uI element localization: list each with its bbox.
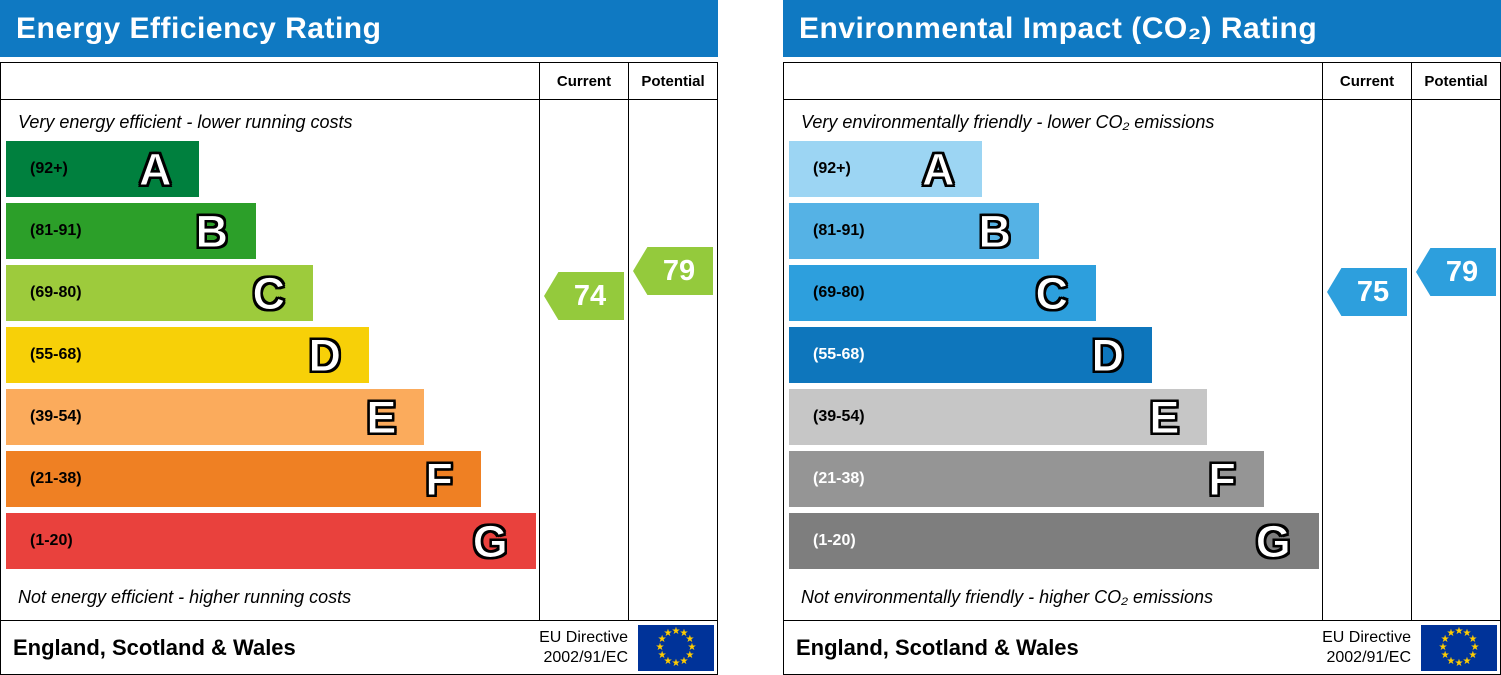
rating-band: (81-91) B — [789, 203, 1039, 259]
current-rating-arrow: 74 — [544, 272, 624, 320]
environmental-impact-chart: Environmental Impact (CO₂) Rating Curren… — [783, 0, 1501, 675]
band-range-label: (1-20) — [30, 532, 73, 549]
current-rating-value: 74 — [573, 279, 607, 312]
chart-footer: England, Scotland & Wales EU Directive 2… — [1, 620, 717, 674]
band-letter: E — [366, 391, 397, 443]
band-letter: G — [472, 515, 508, 567]
band-range-label: (21-38) — [813, 470, 865, 487]
potential-rating-arrow: 79 — [1416, 248, 1496, 296]
potential-rating-value: 79 — [1445, 255, 1479, 288]
band-range-label: (55-68) — [30, 346, 82, 363]
chart-title: Environmental Impact (CO₂) Rating — [783, 0, 1501, 57]
rating-band: (21-38) F — [6, 451, 481, 507]
potential-rating-arrow: 79 — [633, 247, 713, 295]
chart-body: Very environmentally friendly - lower CO… — [784, 100, 1500, 620]
band-letter: B — [978, 205, 1011, 257]
band-range-label: (69-80) — [30, 284, 82, 301]
band-letter: A — [921, 143, 955, 195]
current-column-header: Current — [539, 63, 628, 99]
band-letter: D — [1091, 329, 1124, 381]
header-spacer — [1, 63, 539, 99]
rating-band: (39-54) E — [789, 389, 1208, 445]
chart-footer: England, Scotland & Wales EU Directive 2… — [784, 620, 1500, 674]
band-range-label: (1-20) — [813, 532, 856, 549]
potential-column: 79 — [628, 100, 717, 620]
band-range-label: (21-38) — [30, 470, 82, 487]
eu-directive-label: EU Directive 2002/91/EC — [539, 628, 638, 668]
band-range-label: (55-68) — [813, 346, 865, 363]
bottom-note: Not energy efficient - higher running co… — [18, 587, 352, 607]
top-note: Very energy efficient - lower running co… — [18, 112, 353, 132]
rating-band: (92+) A — [6, 141, 200, 197]
band-letter: A — [138, 143, 172, 195]
rating-band: (39-54) E — [6, 389, 425, 445]
band-letter: F — [425, 453, 453, 505]
potential-rating-value: 79 — [662, 254, 696, 287]
rating-band: (69-80) C — [6, 265, 313, 321]
rating-table: Current Potential Very environmentally f… — [783, 62, 1501, 675]
band-letter: D — [308, 329, 341, 381]
rating-band: (92+) A — [789, 141, 983, 197]
band-range-label: (39-54) — [813, 408, 865, 425]
potential-column-header: Potential — [628, 63, 717, 99]
rating-table: Current Potential Very energy efficient … — [0, 62, 718, 675]
eu-directive-label: EU Directive 2002/91/EC — [1322, 628, 1421, 668]
current-rating-value: 75 — [1356, 275, 1390, 308]
eu-directive-line1: EU Directive — [539, 628, 628, 646]
band-letter: E — [1149, 391, 1180, 443]
band-letter: F — [1208, 453, 1236, 505]
rating-band: (69-80) C — [789, 265, 1096, 321]
rating-band: (55-68) D — [789, 327, 1152, 383]
bottom-note: Not environmentally friendly - higher CO… — [801, 587, 1214, 607]
band-area: Very environmentally friendly - lower CO… — [784, 100, 1322, 620]
current-column: 75 — [1322, 100, 1411, 620]
region-label: England, Scotland & Wales — [796, 634, 1079, 660]
rating-band: (1-20) G — [789, 513, 1319, 569]
band-range-label: (92+) — [813, 160, 851, 177]
band-range-label: (39-54) — [30, 408, 82, 425]
band-letter: G — [1255, 515, 1291, 567]
potential-column: 79 — [1411, 100, 1500, 620]
header-row: Current Potential — [784, 63, 1500, 100]
current-column-header: Current — [1322, 63, 1411, 99]
chart-body: Very energy efficient - lower running co… — [1, 100, 717, 620]
band-range-label: (81-91) — [813, 222, 865, 239]
header-row: Current Potential — [1, 63, 717, 100]
rating-band: (81-91) B — [6, 203, 256, 259]
region-label: England, Scotland & Wales — [13, 634, 296, 660]
header-spacer — [784, 63, 1322, 99]
eu-flag-icon: ★ ★ ★ ★ ★ ★ ★ ★ ★ ★ ★ ★ — [638, 624, 714, 671]
band-letter: C — [1035, 267, 1068, 319]
energy-efficiency-chart: Energy Efficiency Rating Current Potenti… — [0, 0, 718, 675]
band-letter: C — [252, 267, 285, 319]
band-range-label: (81-91) — [30, 222, 82, 239]
band-area: Very energy efficient - lower running co… — [1, 100, 539, 620]
potential-column-header: Potential — [1411, 63, 1500, 99]
eu-directive-line2: 2002/91/EC — [1326, 648, 1411, 666]
eu-flag-icon: ★ ★ ★ ★ ★ ★ ★ ★ ★ ★ ★ ★ — [1421, 624, 1497, 671]
rating-band: (1-20) G — [6, 513, 536, 569]
rating-band: (55-68) D — [6, 327, 369, 383]
current-column: 74 — [539, 100, 628, 620]
current-rating-arrow: 75 — [1327, 268, 1407, 316]
band-range-label: (69-80) — [813, 284, 865, 301]
chart-title: Energy Efficiency Rating — [0, 0, 718, 57]
rating-band: (21-38) F — [789, 451, 1264, 507]
eu-directive-line1: EU Directive — [1322, 628, 1411, 646]
band-letter: B — [195, 205, 228, 257]
top-note: Very environmentally friendly - lower CO… — [801, 112, 1215, 132]
band-range-label: (92+) — [30, 160, 68, 177]
eu-directive-line2: 2002/91/EC — [543, 648, 628, 666]
